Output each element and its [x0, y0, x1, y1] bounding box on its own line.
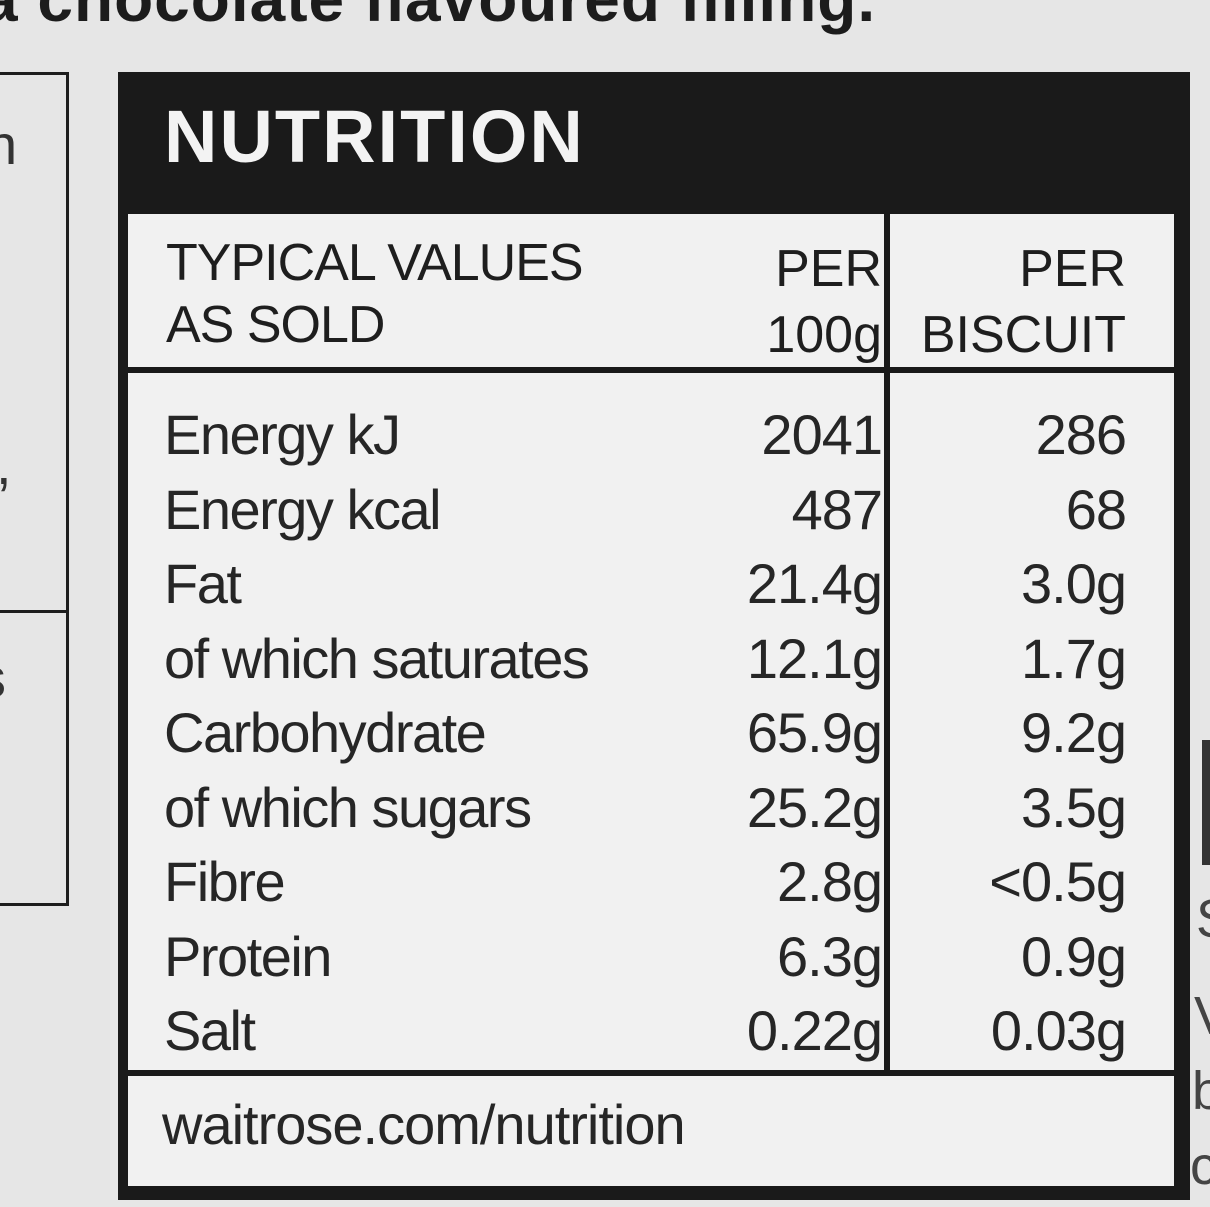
value-per-biscuit: 0.03g	[990, 999, 1127, 1062]
table-row: Fibre 2.8g <0.5g	[128, 849, 1174, 924]
table-row: Energy kcal 487 68	[128, 477, 1174, 552]
value-per-100g: 6.3g	[777, 924, 883, 988]
left-edge-fragment: n	[0, 113, 18, 176]
nutrient-name: of which sugars	[164, 775, 532, 839]
adjacent-panel-box	[0, 72, 69, 906]
value-per-100g: 487	[791, 477, 883, 541]
nutrient-name: of which saturates	[164, 626, 590, 690]
nutrient-name: Energy kcal	[164, 477, 442, 541]
value-per-100g: 2.8g	[777, 850, 883, 913]
table-row: Carbohydrate 65.9g 9.2g	[128, 700, 1174, 775]
right-edge-fragment: c	[1190, 1136, 1210, 1196]
nutrient-name: Energy kJ	[164, 403, 401, 466]
value-per-100g: 2041	[761, 403, 883, 466]
product-description-text: a chocolate flavoured filling.	[0, 0, 876, 36]
value-per-biscuit: 9.2g	[1021, 701, 1127, 764]
nutrient-name: Salt	[164, 999, 256, 1062]
nutrition-website-link: waitrose.com/nutrition	[162, 1093, 686, 1156]
right-edge-mark	[1202, 740, 1210, 865]
nutrition-panel: NUTRITION TYPICAL VALUES AS SOLD PER 100…	[118, 72, 1190, 1200]
per-biscuit-header: PER BISCUIT	[921, 236, 1126, 368]
table-row: of which saturates 12.1g 1.7g	[128, 626, 1174, 701]
typical-values-header: TYPICAL VALUES AS SOLD	[166, 232, 584, 356]
nutrition-title: NUTRITION	[164, 95, 585, 178]
footer-rule	[128, 1070, 1174, 1076]
adjacent-panel-divider	[0, 610, 66, 613]
per-100g-label-line2: 100g	[766, 306, 882, 364]
column-separator	[884, 214, 890, 1074]
per-biscuit-label-line2: BISCUIT	[920, 306, 1126, 364]
per-100g-label-line1: PER	[775, 240, 882, 298]
value-per-biscuit: 0.9g	[1021, 924, 1127, 988]
nutrient-name: Fibre	[164, 850, 286, 913]
value-per-100g: 0.22g	[746, 999, 883, 1062]
left-edge-fragment: s	[0, 645, 6, 710]
right-edge-fragment: S	[1196, 888, 1210, 950]
right-edge-fragment: b	[1192, 1061, 1210, 1121]
nutrition-rows: Energy kJ 2041 286 Energy kcal 487 68 Fa…	[128, 402, 1174, 1073]
table-row: Salt 0.22g 0.03g	[128, 998, 1174, 1073]
per-biscuit-label-line1: PER	[1019, 240, 1126, 298]
table-row: Protein 6.3g 0.9g	[128, 924, 1174, 999]
right-edge-fragment: V	[1194, 985, 1210, 1047]
value-per-biscuit: 68	[1065, 477, 1127, 541]
value-per-biscuit: 286	[1035, 403, 1127, 466]
as-sold-label: AS SOLD	[166, 296, 385, 354]
nutrient-name: Protein	[164, 924, 332, 988]
table-row: Fat 21.4g 3.0g	[128, 551, 1174, 626]
value-per-100g: 65.9g	[746, 701, 883, 764]
value-per-biscuit: 1.7g	[1021, 626, 1127, 690]
value-per-biscuit: 3.0g	[1021, 552, 1127, 615]
header-rule	[128, 367, 1174, 373]
table-row: Energy kJ 2041 286	[128, 402, 1174, 477]
nutrient-name: Carbohydrate	[164, 701, 487, 764]
typical-values-label: TYPICAL VALUES	[166, 234, 584, 292]
value-per-biscuit: <0.5g	[989, 850, 1127, 913]
left-edge-fragment: ,	[0, 432, 12, 497]
nutrient-name: Fat	[164, 552, 242, 615]
value-per-100g: 25.2g	[746, 775, 883, 839]
value-per-100g: 21.4g	[746, 552, 883, 615]
value-per-biscuit: 3.5g	[1021, 775, 1127, 839]
value-per-100g: 12.1g	[746, 626, 883, 690]
table-row: of which sugars 25.2g 3.5g	[128, 775, 1174, 850]
nutrition-table: TYPICAL VALUES AS SOLD PER 100g PER BISC…	[128, 214, 1174, 1186]
per-100g-header: PER 100g	[766, 236, 882, 368]
